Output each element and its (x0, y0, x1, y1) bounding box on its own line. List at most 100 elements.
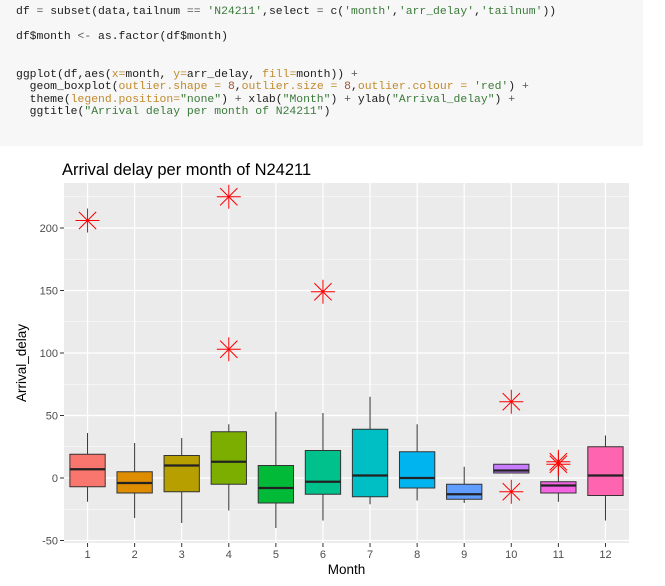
code-token: ) (323, 106, 331, 118)
y-tick-label: 50 (46, 411, 58, 423)
code-token: subset(data,tailnum (43, 6, 187, 18)
code-token: "Month" (282, 93, 331, 106)
code-line (16, 19, 643, 32)
code-token (221, 81, 228, 93)
box-iqr (257, 465, 295, 504)
x-tick-label: 11 (553, 549, 564, 561)
y-tick-label: 150 (40, 286, 58, 298)
x-tick-label: 9 (461, 549, 467, 561)
code-token: "none" (180, 93, 222, 106)
boxplot-chart: Arrival delay per month of N24211 -50 0 50… (14, 161, 629, 577)
box-month-9 (446, 466, 483, 503)
box-month-5 (257, 411, 295, 528)
y-tick-label: 100 (40, 348, 58, 360)
code-token: , (392, 6, 399, 18)
box-month-4 (210, 184, 247, 511)
outlier-point (216, 337, 241, 362)
code-token: ylab( (350, 93, 392, 106)
x-tick-label: 12 (599, 549, 611, 561)
code-token: as.factor(df$month) (91, 31, 228, 43)
box-month-11 (540, 449, 577, 502)
code-token: 'N24211' (207, 6, 263, 18)
code-token: , (474, 6, 481, 18)
outlier-point (216, 184, 241, 209)
code-token: fill= (262, 68, 297, 81)
code-token: ggplot(df,aes( (16, 68, 112, 81)
plot-panel (64, 183, 629, 543)
box-iqr (210, 431, 247, 485)
box-month-10 (493, 389, 530, 504)
code-token: x= (111, 68, 126, 81)
x-tick-label: 1 (84, 549, 90, 561)
x-tick-label: 10 (505, 549, 517, 561)
code-token: + (350, 68, 358, 81)
outlier-stroke (549, 452, 568, 471)
x-tick-label: 4 (226, 549, 232, 561)
code-line (16, 44, 643, 57)
y-axis-label: Arrival_delay (14, 324, 29, 402)
code-block: df = subset(data,tailnum == 'N24211',sel… (0, 0, 643, 146)
code-token: outlier.colour = (357, 81, 468, 93)
box-iqr (493, 463, 530, 474)
outlier-stroke (78, 211, 97, 230)
code-line: ggtitle("Arrival delay per month of N242… (16, 106, 643, 119)
box-iqr (351, 428, 389, 498)
code-token: + (234, 93, 242, 106)
x-tick-label: 6 (320, 549, 326, 561)
code-token: legend.position= (70, 93, 181, 106)
code-token: "Arrival delay per month of N24211" (84, 106, 324, 118)
code-token: month)) (296, 68, 351, 81)
code-line: df$month <- as.factor(df$month) (16, 31, 643, 44)
outlier-point (546, 449, 571, 474)
box-iqr (540, 481, 577, 494)
box-month-6 (304, 279, 342, 521)
code-token: geom_boxplot( (16, 81, 119, 93)
x-tick-label: 7 (367, 549, 373, 561)
box-iqr (69, 453, 106, 488)
code-token: ,select (262, 6, 317, 18)
box-iqr (587, 446, 624, 496)
grid-lines (64, 183, 629, 543)
code-token: df (16, 6, 37, 18)
box-month-1 (69, 208, 106, 502)
x-tick-label: 8 (414, 549, 420, 561)
y-tick-label: 0 (52, 473, 58, 485)
box-month-3 (163, 438, 200, 523)
code-token: + (521, 81, 529, 93)
code-token: "Arrival_delay" (392, 93, 495, 106)
code-token: month, (125, 68, 174, 81)
outlier-point (499, 479, 524, 504)
outlier-stroke (313, 282, 332, 301)
code-token: , (351, 81, 358, 93)
code-line: theme(legend.position="none") + xlab("Mo… (16, 94, 643, 107)
code-token: arr_delay, (186, 68, 263, 81)
outlier-point (310, 279, 335, 304)
code-token: ggtitle( (16, 106, 85, 118)
code-line: df = subset(data,tailnum == 'N24211',sel… (16, 6, 643, 19)
outlier-stroke (219, 340, 238, 359)
box-iqr (304, 450, 342, 495)
code-token: = (36, 6, 44, 18)
code-token: ) (494, 93, 509, 106)
code-token: 'red' (474, 81, 509, 93)
code-token: == (186, 6, 201, 18)
box-month-8 (398, 424, 436, 501)
code-token: + (508, 93, 516, 106)
outlier-point (499, 389, 524, 414)
code-token: ) (508, 81, 522, 93)
box-iqr (398, 451, 436, 489)
box-month-12 (587, 435, 624, 521)
y-tick-label: -50 (42, 536, 58, 548)
x-tick-label: 3 (179, 549, 185, 561)
code-token: df$month (16, 31, 78, 43)
code-token: )) (542, 6, 557, 18)
x-axis: 1 2 3 4 5 6 7 8 9 10 11 12 (84, 543, 612, 561)
box-iqr (163, 455, 200, 493)
x-tick-label: 2 (132, 549, 138, 561)
code-line: geom_boxplot(outlier.shape = 8,outlier.s… (16, 81, 643, 94)
x-axis-label: Month (328, 562, 366, 577)
code-token: 8 (344, 81, 352, 93)
code-token: theme( (16, 93, 71, 106)
box-month-7 (351, 396, 389, 505)
x-tick-label: 5 (273, 549, 279, 561)
